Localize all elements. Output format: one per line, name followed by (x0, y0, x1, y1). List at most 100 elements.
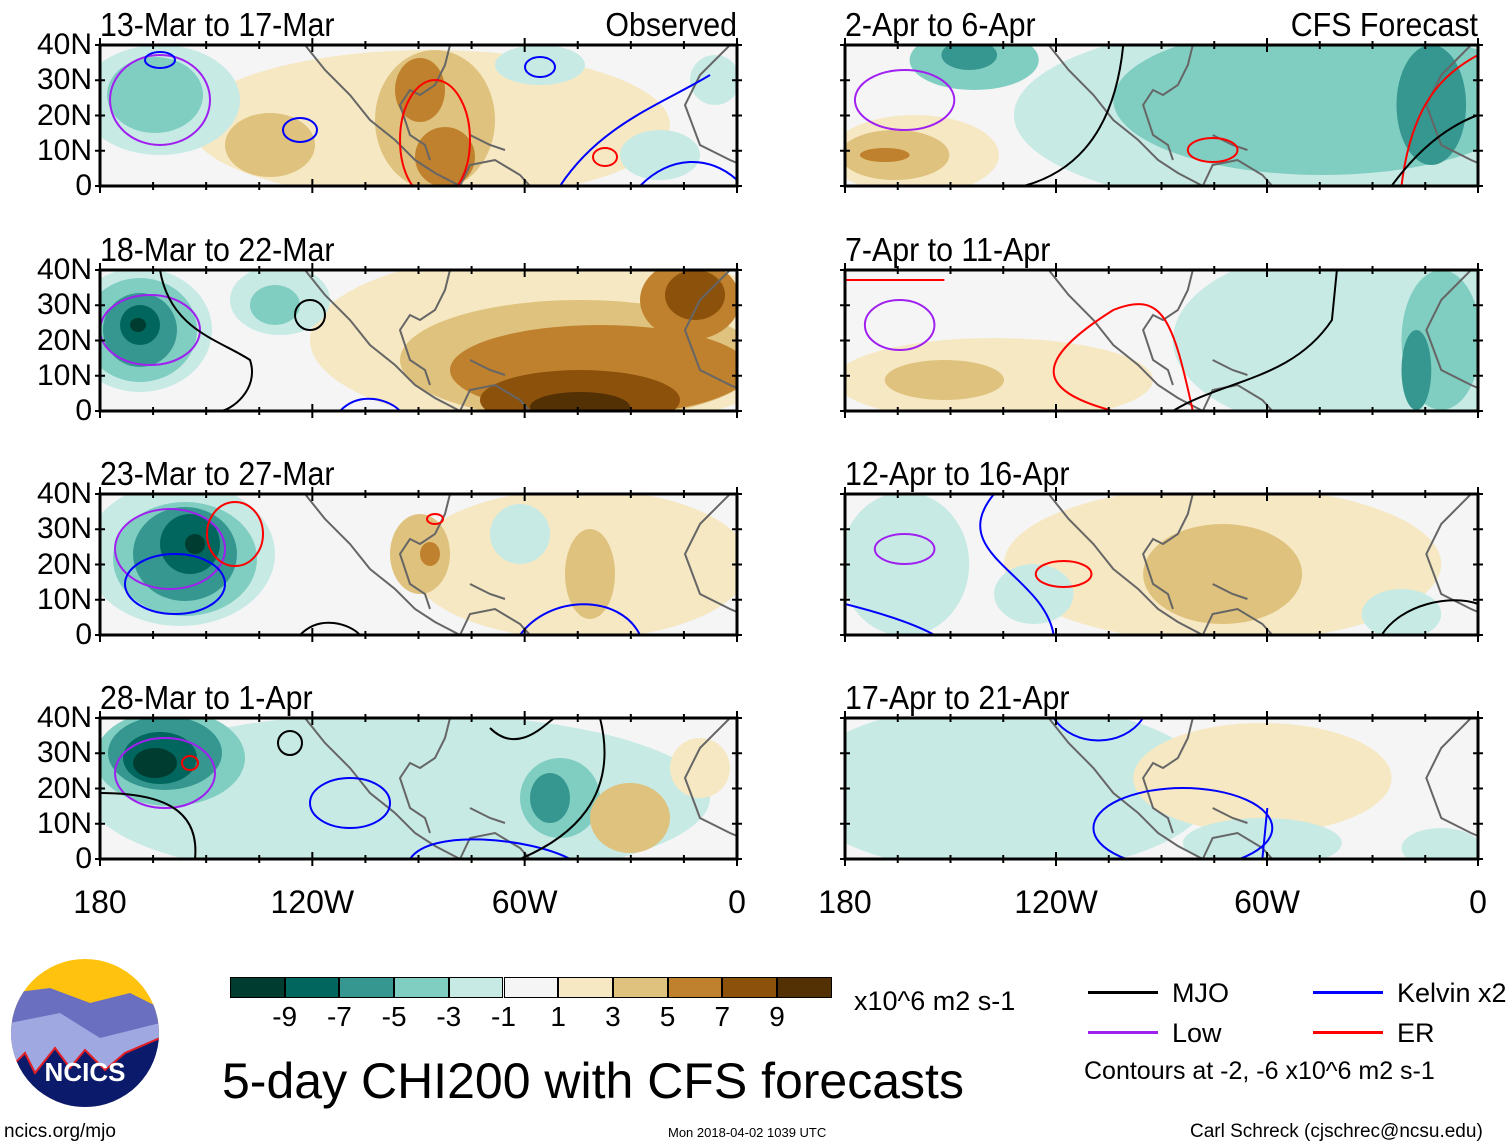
legend-label: MJO (1172, 978, 1229, 1008)
y-tick-label: 40N (36, 477, 92, 510)
wave-contour (294, 299, 326, 331)
legend-label: ER (1397, 1018, 1435, 1048)
chi200-shading (1143, 524, 1303, 624)
colorbar-label: 1 (550, 1001, 566, 1032)
colorbar-label: -3 (436, 1001, 462, 1032)
chi200-shading (1401, 330, 1432, 410)
wave-contour (282, 117, 318, 143)
legend-line-low (1088, 1031, 1158, 1034)
wave-contour (1034, 560, 1093, 588)
colorbar-swatch (448, 977, 504, 998)
chi200-map-panel (840, 711, 1483, 866)
chi200-shading (250, 285, 300, 325)
wave-contour (845, 603, 935, 635)
x-tick-label: 180 (818, 884, 872, 920)
colorbar-swatch (339, 977, 395, 998)
x-tick-label: 0 (728, 884, 746, 920)
wave-contour (144, 51, 176, 69)
colorbar-units: x10^6 m2 s-1 (854, 986, 1016, 1016)
wave-contour (1400, 54, 1478, 186)
wave-contour (299, 621, 361, 635)
colorbar-swatch (558, 977, 613, 998)
wave-contour (873, 533, 936, 565)
y-tick-label: 40N (36, 701, 92, 734)
wave-contour (979, 494, 1055, 635)
x-tick-label: 120W (270, 884, 355, 920)
chi200-shading (395, 58, 445, 122)
coastline (1047, 270, 1478, 411)
wave-contour (409, 838, 571, 859)
wave-contour (1261, 807, 1269, 859)
chi200-shading (1182, 818, 1342, 859)
footer-left: ncics.org/mjo (4, 1121, 116, 1142)
y-tick-label: 30N (36, 288, 92, 322)
chi200-map-panel (840, 38, 1483, 193)
chi200-shading (670, 738, 730, 798)
footer-right: Carl Schreck (cjschrec@ncsu.edu) (1190, 1121, 1483, 1142)
wave-contour (863, 299, 936, 351)
wave-contour (109, 54, 211, 146)
colorbar-label: 5 (659, 1001, 676, 1032)
wave-contour (1186, 137, 1239, 163)
y-tick-label: 40N (36, 28, 92, 61)
wave-contour (114, 737, 216, 809)
chi200-shading (994, 564, 1074, 624)
chi200-map-panel (95, 263, 742, 418)
colorbar-label: -5 (381, 1001, 407, 1032)
chi200-shading (884, 360, 1004, 400)
legend-label: Low (1172, 1018, 1222, 1048)
chi200-shading (490, 504, 550, 564)
chi200-shading (1401, 828, 1478, 859)
x-tick-label: 0 (1469, 884, 1487, 920)
coastline (1047, 718, 1478, 859)
wave-contour (277, 730, 303, 756)
wave-contour (592, 147, 618, 167)
chi200-shading (1113, 45, 1478, 175)
y-tick-label: 10N (36, 806, 92, 840)
y-tick-label: 20N (36, 323, 92, 357)
chi200-map-panel (840, 487, 1483, 642)
wave-contour (524, 56, 556, 78)
panel-title: 2-Apr to 6-Apr (845, 6, 1036, 43)
y-tick-label: 0 (75, 394, 92, 427)
chi200-shading (415, 127, 475, 186)
panel-label: CFS Forecast (1290, 6, 1478, 43)
chi200-map-panel (840, 263, 1483, 418)
chi200-shading (133, 748, 177, 778)
y-tick-label: 0 (75, 169, 92, 202)
wave-contour (1390, 114, 1478, 186)
chi200-shading (941, 45, 998, 70)
y-tick-label: 20N (36, 547, 92, 581)
wave-contour (1052, 303, 1194, 411)
chi200-shading (530, 392, 630, 411)
coastline (304, 45, 737, 186)
colorbar-swatch (667, 977, 723, 998)
y-tick-label: 20N (36, 771, 92, 805)
coastline (304, 270, 737, 411)
panel-title: 13-Mar to 17-Mar (100, 6, 335, 43)
chi200-shading (859, 148, 910, 162)
footer-center: Mon 2018-04-02 1039 UTC (668, 1125, 827, 1140)
colorbar-swatch (612, 977, 668, 998)
y-tick-label: 30N (36, 63, 92, 97)
colorbar-swatch (394, 977, 449, 998)
panel-title: 23-Mar to 27-Mar (100, 455, 335, 492)
chi200-shading (480, 370, 680, 411)
colorbar-label: -7 (326, 1001, 352, 1032)
y-tick-label: 10N (36, 582, 92, 616)
chi200-shading (665, 270, 725, 320)
colorbar-label: 9 (769, 1001, 785, 1032)
wave-contour (114, 508, 226, 590)
chi200-map-panel (95, 38, 742, 193)
colorbar-swatch (777, 977, 832, 998)
y-tick-label: 30N (36, 736, 92, 770)
y-tick-label: 30N (36, 512, 92, 546)
wave-contour (853, 69, 956, 131)
chi200-shading (420, 542, 440, 566)
y-tick-label: 20N (36, 98, 92, 132)
chi200-shading (1396, 45, 1467, 165)
figure-title: 5-day CHI200 with CFS forecasts (222, 1053, 964, 1109)
y-tick-label: 0 (75, 842, 92, 875)
wave-contour (519, 603, 641, 635)
